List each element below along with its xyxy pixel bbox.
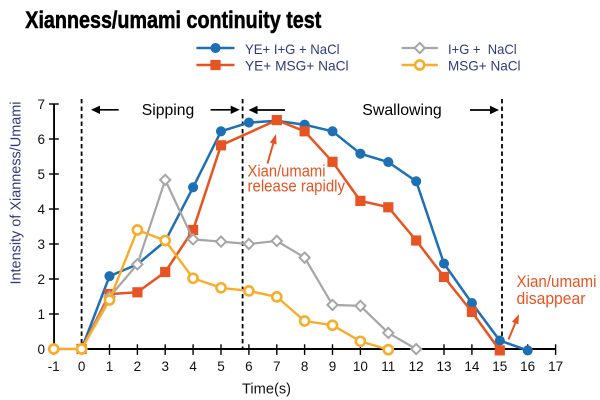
svg-text:-1: -1 (48, 359, 60, 374)
svg-text:5: 5 (217, 359, 225, 374)
svg-text:Sipping: Sipping (142, 102, 195, 119)
svg-text:2: 2 (134, 359, 142, 374)
svg-text:14: 14 (464, 359, 480, 374)
svg-text:6: 6 (37, 132, 45, 147)
svg-text:Xian/umami: Xian/umami (248, 162, 326, 181)
svg-text:Time(s): Time(s) (242, 382, 291, 398)
svg-text:Xianness/umami continuity test: Xianness/umami continuity test (25, 7, 321, 34)
svg-text:1: 1 (37, 307, 45, 322)
svg-text:13: 13 (436, 359, 451, 374)
svg-text:3: 3 (161, 359, 169, 374)
svg-text:10: 10 (353, 359, 368, 374)
svg-text:Xian/umami: Xian/umami (517, 272, 597, 291)
svg-text:8: 8 (301, 359, 309, 374)
svg-text:12: 12 (409, 359, 424, 374)
svg-text:release rapidly: release rapidly (248, 177, 346, 196)
svg-text:6: 6 (245, 359, 253, 374)
svg-text:0: 0 (78, 359, 86, 374)
svg-text:7: 7 (273, 359, 281, 374)
svg-text:YE+ MSG+ NaCl: YE+ MSG+ NaCl (245, 58, 349, 74)
svg-text:2: 2 (37, 272, 45, 287)
svg-text:I+G + NaCl: I+G + NaCl (448, 41, 517, 57)
svg-text:4: 4 (37, 202, 45, 217)
svg-text:15: 15 (492, 359, 507, 374)
svg-text:MSG+ NaCl: MSG+ NaCl (448, 58, 521, 74)
svg-text:9: 9 (329, 359, 337, 374)
svg-text:Intensity of Xianness/Umami: Intensity of Xianness/Umami (8, 102, 25, 285)
svg-text:YE+ I+G + NaCl: YE+ I+G + NaCl (245, 41, 340, 57)
svg-text:3: 3 (37, 237, 45, 252)
svg-text:0: 0 (37, 342, 45, 357)
svg-text:Swallowing: Swallowing (362, 102, 442, 119)
svg-text:4: 4 (189, 359, 197, 374)
svg-text:11: 11 (381, 359, 395, 374)
svg-text:disappear: disappear (517, 289, 586, 308)
svg-text:17: 17 (548, 359, 563, 374)
svg-text:1: 1 (106, 359, 114, 374)
svg-text:5: 5 (37, 167, 45, 182)
svg-text:7: 7 (37, 97, 45, 112)
svg-text:16: 16 (520, 359, 535, 374)
